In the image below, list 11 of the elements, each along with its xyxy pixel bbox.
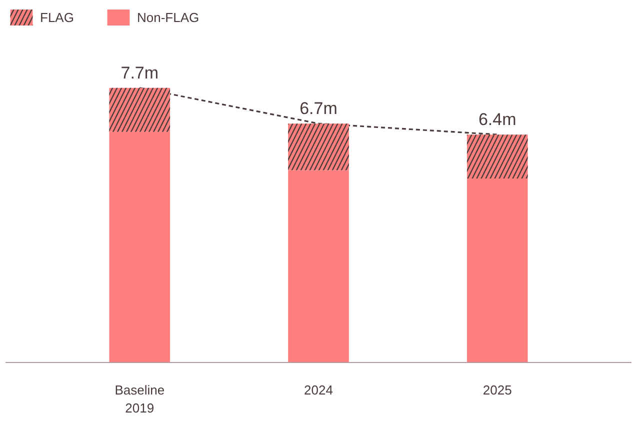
bar — [466, 178, 528, 362]
bar — [109, 132, 170, 362]
annotation: 7.7m — [120, 63, 159, 82]
bar — [288, 170, 349, 362]
x-tick-label: Baseline 2019 — [114, 382, 165, 416]
x-tick-label: 2024 — [304, 382, 333, 398]
legend-label: FLAG — [40, 10, 74, 24]
annotation: 6.7m — [300, 99, 338, 118]
annotation: 6.4m — [478, 110, 516, 130]
x-tick-label: 2025 — [482, 382, 512, 398]
legend-label: Non-FLAG — [136, 10, 200, 24]
